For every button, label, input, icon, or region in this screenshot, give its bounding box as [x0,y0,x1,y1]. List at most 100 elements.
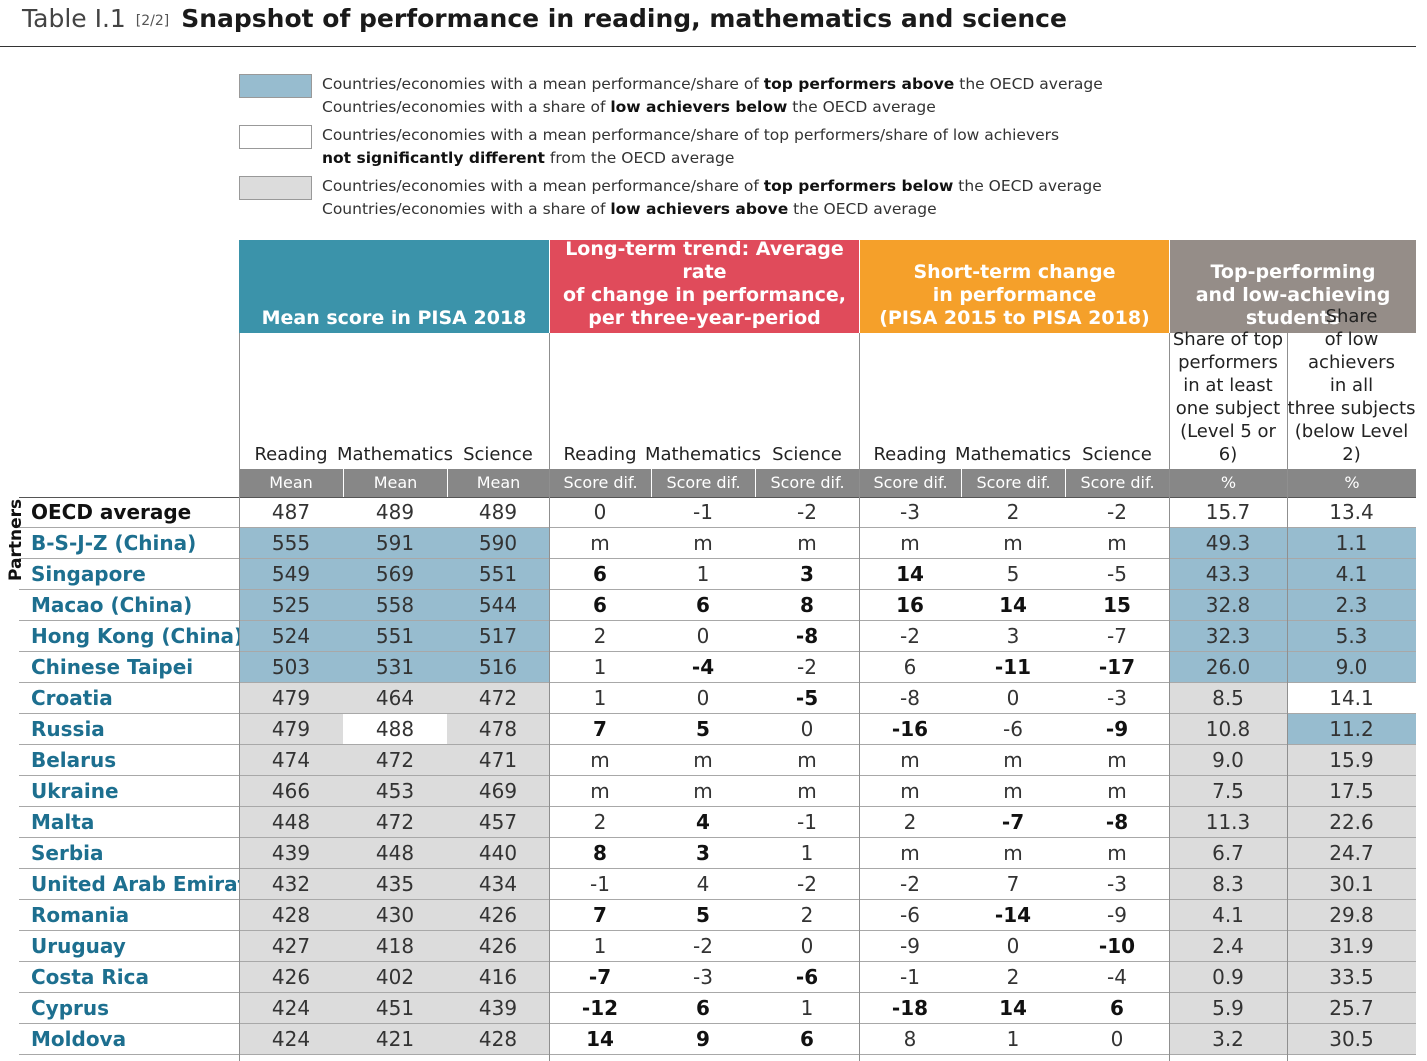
legend-line: Countries/economies with a mean performa… [322,124,1059,147]
table-cell: 4 [651,807,755,838]
table-cell: 2 [549,807,651,838]
table-cell: 1 [549,652,651,683]
table-cell: 15.7 [1169,497,1287,528]
table-cell: 17.5 [1287,776,1416,807]
table-cell: 1 [755,993,859,1024]
table-cell: m [755,745,859,776]
table-cell: 3 [651,838,755,869]
table-cell: -2 [755,869,859,900]
table-cell: 13.4 [1287,497,1416,528]
table-cell: 7.5 [1169,776,1287,807]
legend-line: Countries/economies with a share of low … [322,96,1103,119]
table-cell: m [549,745,651,776]
table-cell: -1 [651,497,755,528]
table-cell: -4 [1065,962,1169,993]
table-cell: -6 [755,962,859,993]
table-cell: -3 [859,497,961,528]
table-cell: -18 [859,993,961,1024]
table-cell: m [961,528,1065,559]
legend-text-segment: low achievers below [610,98,788,116]
legend-item: Countries/economies with a mean performa… [239,124,1139,172]
table-cell: 4.1 [1287,559,1416,590]
table-cell: 0 [651,621,755,652]
table-cell: -3 [1065,869,1169,900]
table-cell: 33.5 [1287,962,1416,993]
table-cell: 516 [447,652,549,683]
table-cell: 49.3 [1169,528,1287,559]
table-cell: 6 [755,1024,859,1055]
row-divider [19,589,1416,590]
table-cell: 464 [343,683,447,714]
legend-text-segment: not significantly different [322,149,545,167]
legend-text-segment: the OECD average [787,98,936,116]
row-divider [19,620,1416,621]
column-divider [1169,333,1170,1061]
country-name: Belarus [31,748,117,772]
table-cell: -12 [549,993,651,1024]
table-cell: 0 [755,931,859,962]
group-header-label: Short-term change in performance (PISA 2… [879,261,1150,329]
table-cell: m [755,528,859,559]
legend-swatch [239,176,312,200]
group-header: Mean score in PISA 2018 [239,240,549,333]
table-cell: 424 [239,993,343,1024]
unit-label: % [1287,469,1416,497]
table-cell: 489 [343,497,447,528]
table-cell: 551 [343,621,447,652]
table-cell: 9 [651,1024,755,1055]
table-cell: 549 [239,559,343,590]
column-divider [1287,333,1288,1061]
table-cell: 0 [1065,1024,1169,1055]
table-cell: 503 [239,652,343,683]
table-cell: 30.5 [1287,1024,1416,1055]
country-name: Cyprus [31,996,110,1020]
table-cell: 6 [549,590,651,621]
legend-text-segment: Countries/economies with a share of [322,200,611,218]
table-cell: 32.3 [1169,621,1287,652]
table-cell: m [549,528,651,559]
table-cell: 544 [447,590,549,621]
table-cell: 8 [549,838,651,869]
table-cell: 487 [239,497,343,528]
country-name: Russia [31,717,105,741]
table-cell: 555 [239,528,343,559]
table-cell: 1.1 [1287,528,1416,559]
country-name: Ukraine [31,779,119,803]
table-cell: 525 [239,590,343,621]
legend-text-segment: Countries/economies with a mean performa… [322,126,1060,144]
table-cell: 11.3 [1169,807,1287,838]
unit-label: Score dif. [651,469,755,497]
legend-text: Countries/economies with a mean performa… [322,124,1059,170]
column-header: Science [1065,333,1169,469]
table-cell: 10.8 [1169,714,1287,745]
table-cell: 6 [651,590,755,621]
unit-label: Mean [447,469,549,497]
table-cell: m [651,776,755,807]
table-cell: 453 [343,776,447,807]
country-name: Croatia [31,686,113,710]
group-header: Top-performing and low-achieving student… [1169,240,1416,333]
legend-text-segment: from the OECD average [544,149,735,167]
table-cell: m [1065,745,1169,776]
table-cell: m [961,745,1065,776]
row-divider [19,497,1416,498]
table-cell: 15 [1065,590,1169,621]
row-divider [19,682,1416,683]
legend-line: Countries/economies with a share of low … [322,198,1102,221]
column-header-label: Science [1082,444,1152,465]
table-cell: 7 [961,869,1065,900]
table-title-text: Snapshot of performance in reading, math… [181,4,1067,33]
table-cell: 440 [447,838,549,869]
table-cell: 0 [961,683,1065,714]
table-cell: 6 [1065,993,1169,1024]
table-cell: 4.1 [1169,900,1287,931]
table-cell: 0 [549,497,651,528]
unit-label: Mean [239,469,343,497]
table-cell: m [1065,776,1169,807]
legend-text-segment: the OECD average [954,75,1103,93]
table-cell: 6 [549,559,651,590]
unit-label: Score dif. [755,469,859,497]
country-name: B-S-J-Z (China) [31,531,197,555]
legend-text-segment: the OECD average [953,177,1102,195]
table-cell: 32.8 [1169,590,1287,621]
